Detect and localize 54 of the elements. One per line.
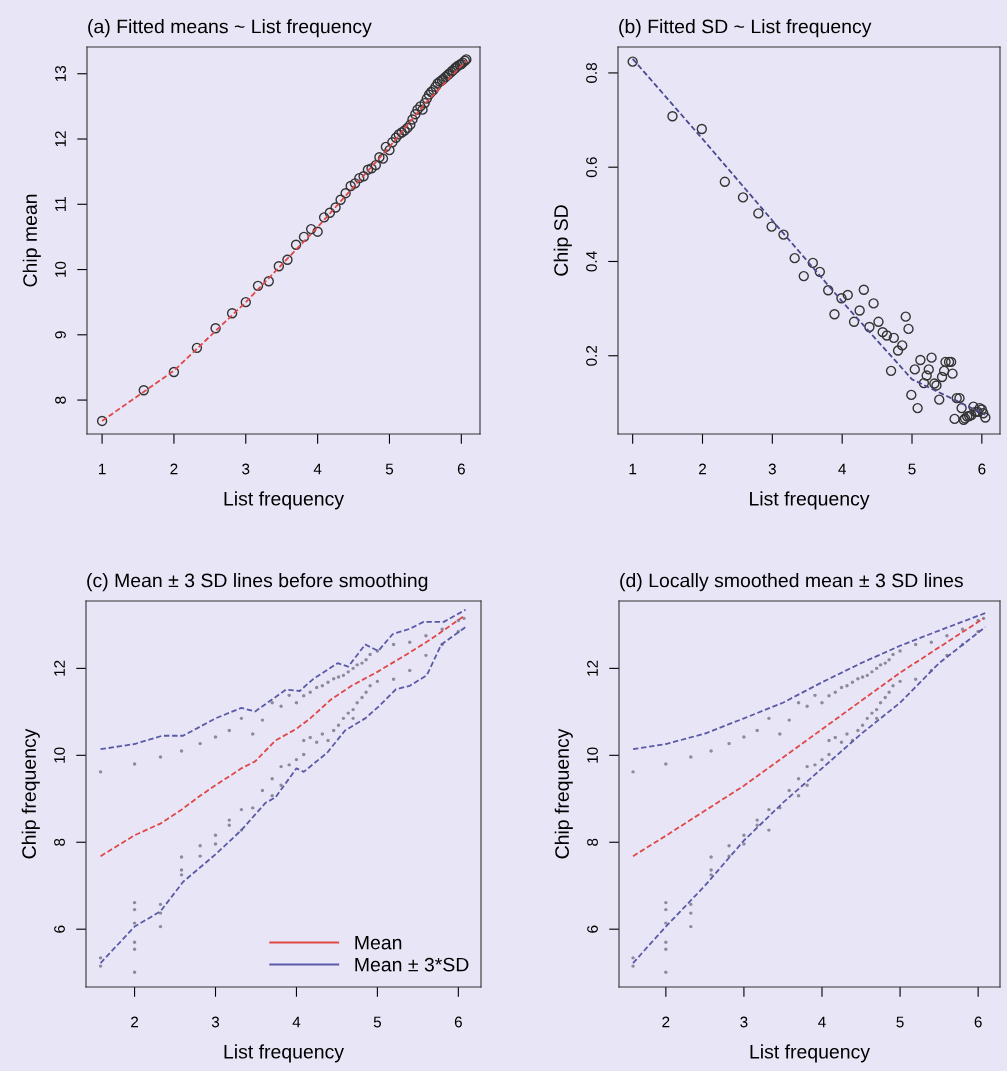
x-tick-label: 4	[292, 1016, 301, 1028]
y-tick-label: 0.2	[586, 345, 597, 366]
y-tick-label: 8	[587, 838, 598, 846]
x-tick-label: 2	[699, 463, 706, 475]
x-tick-label: 1	[629, 463, 637, 475]
y-axis-title: Chip frequency	[554, 728, 573, 859]
x-axis-title: List frequency	[224, 1044, 344, 1063]
legend-label: Mean ± 3*SD	[355, 957, 469, 972]
x-tick-label: 4	[838, 463, 846, 475]
y-tick-label: 12	[54, 660, 65, 676]
chart-title: (d) Locally smoothed mean ± 3 SD lines	[620, 573, 963, 592]
x-tick-label: 6	[974, 1016, 982, 1028]
chart-title: (a) Fitted means ~ List frequency	[88, 19, 372, 38]
y-tick-label: 10	[55, 261, 66, 277]
x-tick-label: 2	[131, 1016, 139, 1028]
x-tick-label: 5	[385, 463, 394, 475]
x-tick-label: 5	[896, 1016, 904, 1028]
y-tick-label: 0.6	[586, 157, 597, 178]
y-tick-label: 8	[55, 396, 66, 404]
y-tick-label: 8	[54, 838, 65, 846]
y-tick-label: 0.4	[586, 251, 597, 272]
y-tick-label: 6	[587, 925, 598, 933]
x-axis-title: List frequency	[750, 1044, 870, 1063]
x-tick-label: 2	[662, 1016, 670, 1028]
y-tick-label: 0.8	[586, 62, 597, 83]
legend-label: Mean	[355, 935, 402, 950]
x-tick-label: 3	[768, 463, 776, 475]
x-tick-label: 6	[457, 463, 465, 475]
y-axis-title: Chip mean	[22, 194, 41, 287]
x-tick-label: 3	[740, 1016, 748, 1028]
x-tick-label: 1	[99, 463, 106, 475]
y-axis-title: Chip frequency	[21, 728, 40, 859]
x-tick-label: 2	[170, 463, 178, 475]
x-tick-label: 6	[454, 1016, 462, 1028]
chart-title: (c) Mean ± 3 SD lines before smoothing	[87, 573, 428, 592]
y-tick-label: 12	[587, 660, 598, 676]
y-tick-label: 10	[587, 747, 598, 763]
y-tick-label: 9	[55, 331, 66, 339]
x-axis-title: List frequency	[750, 491, 870, 510]
x-axis-title: List frequency	[224, 491, 344, 510]
y-tick-label: 13	[55, 65, 66, 82]
y-tick-label: 6	[54, 925, 65, 933]
y-tick-label: 11	[55, 197, 66, 212]
y-tick-label: 10	[54, 747, 65, 763]
x-tick-label: 3	[242, 463, 250, 475]
x-tick-label: 5	[373, 1016, 381, 1028]
x-tick-label: 5	[908, 463, 916, 475]
x-tick-label: 3	[211, 1016, 220, 1028]
x-tick-label: 6	[978, 463, 986, 475]
chart-title: (b) Fitted SD ~ List frequency	[619, 19, 872, 38]
x-tick-label: 4	[313, 463, 322, 475]
y-tick-label: 12	[55, 131, 66, 147]
y-axis-title: Chip SD	[553, 205, 572, 276]
x-tick-label: 4	[818, 1016, 826, 1028]
